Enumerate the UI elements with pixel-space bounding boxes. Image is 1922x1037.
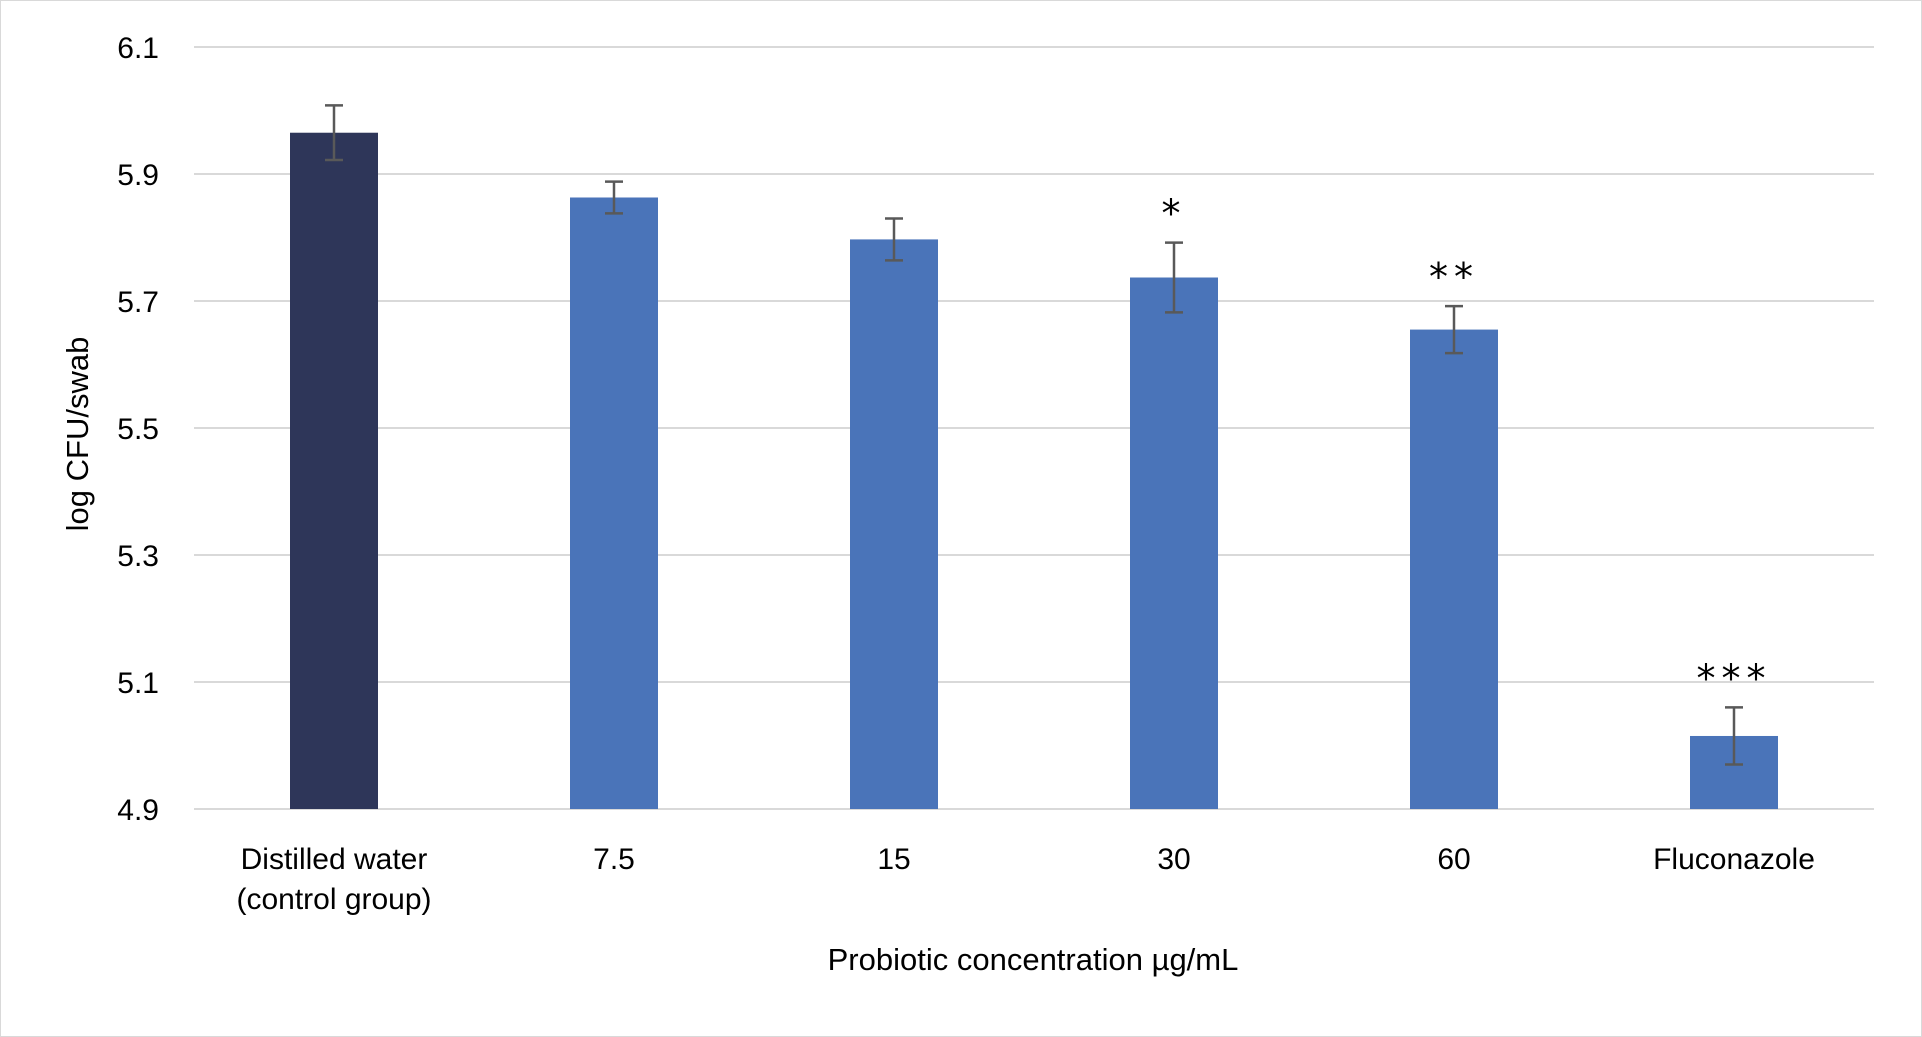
y-tick-label: 5.9 — [117, 159, 159, 192]
bar — [1410, 329, 1498, 809]
error-bar — [885, 217, 903, 262]
error-bar — [605, 180, 623, 215]
x-tick-label: 15 — [877, 843, 910, 876]
y-axis-title: log CFU/swab — [60, 337, 95, 532]
error-bar — [1165, 241, 1183, 314]
x-axis-title: Probiotic concentration µg/mL — [828, 942, 1239, 977]
y-tick-label: 5.3 — [117, 540, 159, 573]
bar — [1130, 277, 1218, 809]
x-axis-tick-labels: Distilled water (control group) 7.5 15 30 60 F… — [236, 843, 1814, 916]
significance-markers: ****** — [1162, 192, 1772, 701]
significance-marker: *** — [1697, 656, 1772, 700]
x-tick-label: 60 — [1437, 843, 1470, 876]
x-tick-label: Distilled water — [241, 843, 428, 876]
x-tick-label: 7.5 — [593, 843, 635, 876]
significance-marker: ** — [1429, 255, 1479, 299]
error-bar — [1445, 304, 1463, 355]
y-tick-label: 6.1 — [117, 32, 159, 65]
y-tick-label: 4.9 — [117, 794, 159, 827]
x-tick-label: Fluconazole — [1653, 843, 1815, 876]
y-tick-label: 5.5 — [117, 413, 159, 446]
bar — [850, 239, 938, 809]
y-tick-label: 5.1 — [117, 667, 159, 700]
significance-marker: * — [1162, 192, 1187, 236]
error-bar — [325, 104, 343, 162]
gridlines — [194, 46, 1874, 810]
error-bar — [1725, 706, 1743, 766]
y-axis-tick-labels: 4.9 5.1 5.3 5.5 5.7 5.9 6.1 — [117, 32, 159, 827]
error-bars — [325, 104, 1743, 766]
bar — [290, 132, 378, 810]
bar — [570, 197, 658, 809]
y-tick-label: 5.7 — [117, 286, 159, 319]
x-tick-label: 30 — [1157, 843, 1190, 876]
x-tick-label: (control group) — [236, 883, 431, 916]
bars — [290, 132, 1778, 810]
